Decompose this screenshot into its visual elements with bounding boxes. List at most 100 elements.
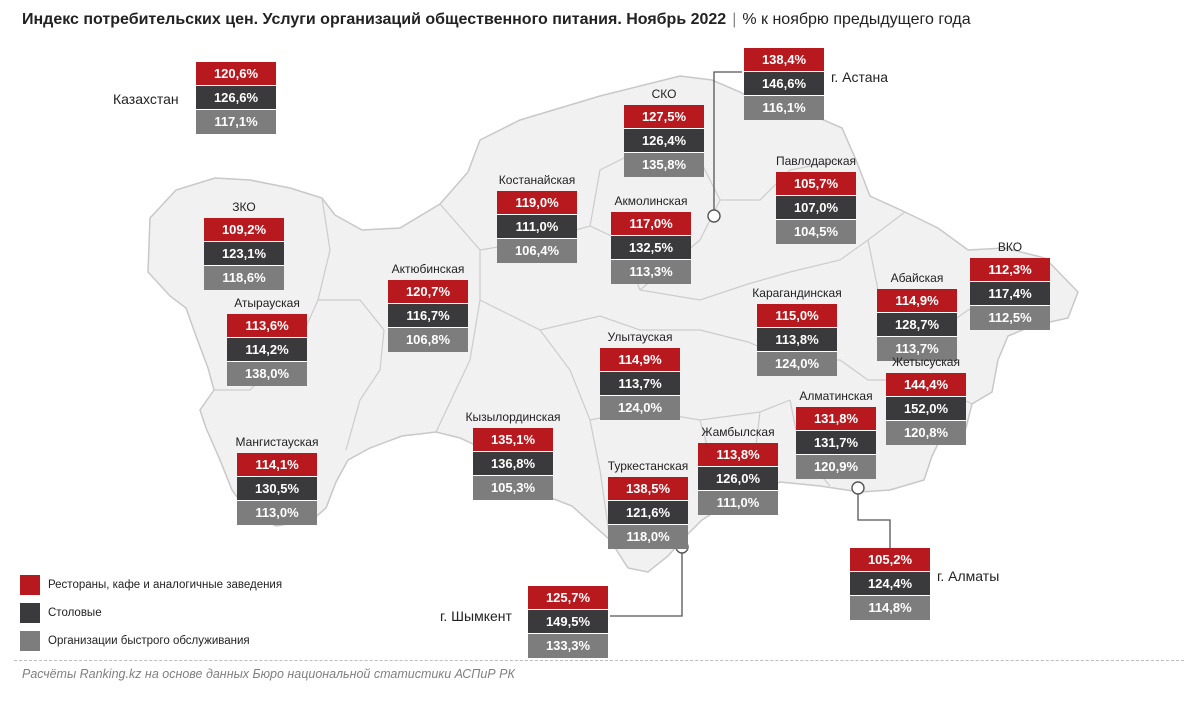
- value-canteens: 113,7%: [600, 372, 680, 396]
- astana-leader-line: [713, 71, 742, 215]
- value-fast-food: 114,8%: [850, 596, 930, 620]
- region-turkestan: Туркестанская 138,5% 121,6% 118,0%: [608, 459, 688, 549]
- region-shymkent: 125,7% 149,5% 133,3%: [528, 586, 608, 658]
- region-name: Алматинская: [799, 389, 873, 403]
- value-canteens: 126,0%: [698, 467, 778, 491]
- region-name: Мангистауская: [235, 435, 319, 449]
- value-restaurants: 120,6%: [196, 62, 276, 86]
- value-canteens: 116,7%: [388, 304, 468, 328]
- region-zko: ЗКО 109,2% 123,1% 118,6%: [204, 200, 284, 290]
- value-fast-food: 106,8%: [388, 328, 468, 352]
- region-name: Жамбылская: [701, 425, 775, 439]
- legend-swatch-canteens: [20, 603, 40, 623]
- region-atyrau: Атырауская 113,6% 114,2% 138,0%: [227, 296, 307, 386]
- value-fast-food: 104,5%: [776, 220, 856, 244]
- value-fast-food: 120,8%: [886, 421, 966, 445]
- region-name: Костанайская: [498, 173, 576, 187]
- region-name: СКО: [651, 87, 677, 101]
- region-karaganda: Карагандинская 115,0% 113,8% 124,0%: [752, 286, 842, 376]
- region-akmola: Акмолинская 117,0% 132,5% 113,3%: [611, 194, 691, 284]
- region-almaty-city: 105,2% 124,4% 114,8%: [850, 548, 930, 620]
- region-kostanay: Костанайская 119,0% 111,0% 106,4%: [497, 173, 577, 263]
- region-almaty-obl: Алматинская 131,8% 131,7% 120,9%: [796, 389, 876, 479]
- value-restaurants: 138,4%: [744, 48, 824, 72]
- label-astana: г. Астана: [831, 69, 889, 85]
- boundary-line: [720, 159, 843, 201]
- source-note: Расчёты Ranking.kz на основе данных Бюро…: [22, 667, 515, 681]
- value-fast-food: 133,3%: [528, 634, 608, 658]
- region-abay: Абайская 114,9% 128,7% 113,7%: [877, 271, 957, 361]
- value-canteens: 121,6%: [608, 501, 688, 525]
- value-fast-food: 116,1%: [744, 96, 824, 120]
- value-fast-food: 111,0%: [698, 491, 778, 515]
- value-canteens: 132,5%: [611, 236, 691, 260]
- region-kazakhstan: 120,6% 126,6% 117,1%: [196, 62, 276, 134]
- value-restaurants: 114,9%: [877, 289, 957, 313]
- value-restaurants: 112,3%: [970, 258, 1050, 282]
- value-fast-food: 113,7%: [877, 337, 957, 361]
- value-restaurants: 127,5%: [624, 105, 704, 129]
- value-canteens: 117,4%: [970, 282, 1050, 306]
- value-canteens: 146,6%: [744, 72, 824, 96]
- value-canteens: 114,2%: [227, 338, 307, 362]
- region-name: Кызылординская: [465, 410, 561, 424]
- region-aktobe: Актюбинская 120,7% 116,7% 106,8%: [388, 262, 468, 352]
- value-restaurants: 105,2%: [850, 548, 930, 572]
- value-restaurants: 109,2%: [204, 218, 284, 242]
- boundary-line: [318, 299, 385, 451]
- value-fast-food: 112,5%: [970, 306, 1050, 330]
- value-canteens: 131,7%: [796, 431, 876, 455]
- value-restaurants: 144,4%: [886, 373, 966, 397]
- value-restaurants: 117,0%: [611, 212, 691, 236]
- region-name: Улытауская: [607, 330, 673, 344]
- region-ulytau: Улытауская 114,9% 113,7% 124,0%: [600, 330, 680, 420]
- label-almaty-city: г. Алматы: [937, 568, 1000, 584]
- almaty-leader-line: [857, 489, 891, 548]
- value-fast-food: 113,3%: [611, 260, 691, 284]
- legend-label: Рестораны, кафе и аналогичные заведения: [48, 579, 283, 591]
- title-subtitle: % к ноябрю предыдущего года: [742, 11, 971, 28]
- value-restaurants: 114,9%: [600, 348, 680, 372]
- value-fast-food: 117,1%: [196, 110, 276, 134]
- footer-divider: [14, 660, 1184, 661]
- region-mangystau: Мангистауская 114,1% 130,5% 113,0%: [236, 435, 318, 525]
- value-canteens: 126,6%: [196, 86, 276, 110]
- legend-swatch-fast-food: [20, 631, 40, 651]
- value-restaurants: 120,7%: [388, 280, 468, 304]
- region-pavlodar: Павлодарская 105,7% 107,0% 104,5%: [776, 154, 856, 244]
- value-fast-food: 113,0%: [237, 501, 317, 525]
- title-main: Индекс потребительских цен. Услуги орган…: [22, 11, 727, 28]
- region-name: Павлодарская: [776, 154, 856, 168]
- label-kazakhstan: Казахстан: [113, 91, 179, 107]
- title-separator: |: [732, 11, 737, 28]
- region-sko: СКО 127,5% 126,4% 135,8%: [624, 87, 704, 177]
- value-canteens: 111,0%: [497, 215, 577, 239]
- value-canteens: 130,5%: [237, 477, 317, 501]
- region-kyzylorda: Кызылординская 135,1% 136,8% 105,3%: [466, 410, 560, 500]
- value-canteens: 136,8%: [473, 452, 553, 476]
- almaty-marker: [851, 481, 865, 495]
- region-vko: ВКО 112,3% 117,4% 112,5%: [970, 240, 1050, 330]
- value-restaurants: 105,7%: [776, 172, 856, 196]
- value-restaurants: 135,1%: [473, 428, 553, 452]
- region-name: Атырауская: [234, 296, 300, 310]
- legend-label: Организации быстрого обслуживания: [48, 635, 250, 647]
- value-fast-food: 118,6%: [204, 266, 284, 290]
- label-shymkent: г. Шымкент: [440, 608, 512, 624]
- region-name: Жетысуская: [892, 355, 960, 369]
- value-fast-food: 135,8%: [624, 153, 704, 177]
- boundary-line: [479, 299, 611, 541]
- value-restaurants: 131,8%: [796, 407, 876, 431]
- value-restaurants: 114,1%: [237, 453, 317, 477]
- value-restaurants: 138,5%: [608, 477, 688, 501]
- chart-title: Индекс потребительских цен. Услуги орган…: [22, 11, 971, 29]
- shymkent-leader-line: [610, 548, 683, 617]
- value-restaurants: 113,6%: [227, 314, 307, 338]
- legend-label: Столовые: [48, 607, 102, 619]
- value-fast-food: 118,0%: [608, 525, 688, 549]
- region-name: ВКО: [997, 240, 1023, 254]
- region-astana: 138,4% 146,6% 116,1%: [744, 48, 824, 120]
- value-fast-food: 138,0%: [227, 362, 307, 386]
- value-canteens: 128,7%: [877, 313, 957, 337]
- legend-swatch-restaurants: [20, 575, 40, 595]
